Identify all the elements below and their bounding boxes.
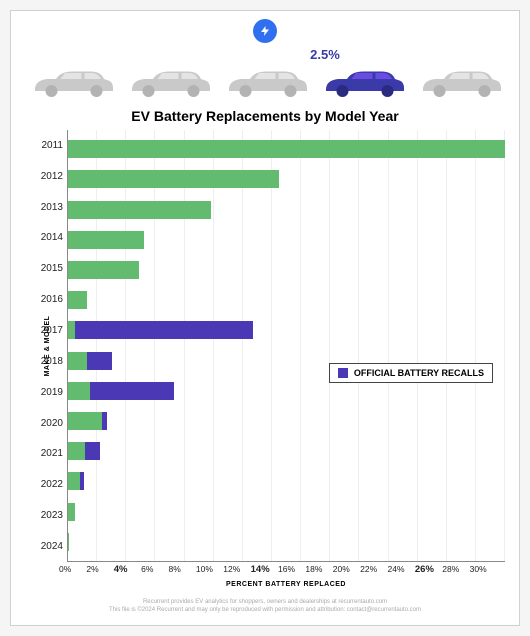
bar-segment-green <box>68 140 505 158</box>
x-tick: 6% <box>141 564 168 575</box>
car-icon <box>413 64 505 100</box>
bar-row <box>68 290 505 310</box>
bar-segment-purple <box>102 412 108 430</box>
footer: Recurrent provides EV analytics for shop… <box>25 598 505 615</box>
x-tick: 28% <box>442 564 469 575</box>
y-tick: 2019 <box>37 387 63 398</box>
callout-percent: 2.5% <box>145 47 505 62</box>
chart-title: EV Battery Replacements by Model Year <box>25 108 505 124</box>
footer-line-2: This file is ©2024 Recurrent and may onl… <box>25 606 505 614</box>
bar-segment-green <box>68 201 211 219</box>
x-tick: 0% <box>59 564 86 575</box>
bar-segment-purple <box>75 321 253 339</box>
legend: OFFICIAL BATTERY RECALLS <box>329 363 493 383</box>
y-tick: 2014 <box>37 232 63 243</box>
y-axis-ticks: 2011201220132014201520162017201820192020… <box>37 130 67 562</box>
bar-segment-purple <box>85 442 100 460</box>
bar-row <box>68 471 505 491</box>
bar-row <box>68 502 505 522</box>
bar-row <box>68 441 505 461</box>
bar-row <box>68 532 505 552</box>
bar-segment-green <box>68 321 75 339</box>
bar-row <box>68 169 505 189</box>
chart: MAKE & MODEL 2011 2012 2013 2014 2015 2016 201… <box>25 130 505 562</box>
x-tick: 4% <box>114 564 141 575</box>
x-tick: 18% <box>305 564 332 575</box>
bar-row <box>68 411 505 431</box>
y-tick: 2021 <box>37 448 63 459</box>
bar-row <box>68 139 505 159</box>
bar-segment-green <box>68 442 85 460</box>
bar-row <box>68 260 505 280</box>
cars-row <box>25 64 505 102</box>
x-axis-ticks: 0%2%4%6%8%10%12%14%16%18%20%22%24%26%28%… <box>67 564 505 575</box>
x-tick: 10% <box>196 564 223 575</box>
x-tick: 22% <box>360 564 387 575</box>
plot-area: OFFICIAL BATTERY RECALLS <box>67 130 505 562</box>
bar-row <box>68 320 505 340</box>
footer-line-1: Recurrent provides EV analytics for shop… <box>25 598 505 606</box>
bar-row <box>68 381 505 401</box>
bar-row <box>68 230 505 250</box>
bar-segment-green <box>68 291 87 309</box>
x-tick: 26% <box>415 564 442 575</box>
bar-segment-green <box>68 261 139 279</box>
y-tick: 2015 <box>37 263 63 274</box>
x-tick: 24% <box>388 564 415 575</box>
x-tick: 16% <box>278 564 305 575</box>
lightning-icon <box>253 19 277 43</box>
y-tick: 2013 <box>37 202 63 213</box>
x-axis-label: PERCENT BATTERY REPLACED <box>67 581 505 588</box>
x-tick: 14% <box>251 564 278 575</box>
car-icon <box>122 64 214 100</box>
legend-label: OFFICIAL BATTERY RECALLS <box>354 368 484 378</box>
bar-segment-purple <box>87 352 112 370</box>
bar-segment-green <box>68 533 69 551</box>
bar-segment-purple <box>80 472 84 490</box>
bar-segment-green <box>68 170 279 188</box>
y-tick: 2022 <box>37 479 63 490</box>
car-icon-highlighted <box>316 64 408 100</box>
bar-row <box>68 200 505 220</box>
x-tick: 30% <box>470 564 497 575</box>
bar-segment-green <box>68 352 87 370</box>
x-tick: 8% <box>169 564 196 575</box>
bar-segment-green <box>68 472 80 490</box>
x-tick: 12% <box>223 564 250 575</box>
bars <box>68 130 505 561</box>
bar-segment-purple <box>90 382 174 400</box>
y-tick: 2012 <box>37 171 63 182</box>
chart-frame: 2.5% EV Battery Replacements by Model Ye… <box>10 10 520 626</box>
bar-segment-green <box>68 503 75 521</box>
y-tick: 2011 <box>37 140 63 151</box>
x-tick: 2% <box>86 564 113 575</box>
car-icon <box>219 64 311 100</box>
y-axis-label: MAKE & MODEL <box>44 316 51 377</box>
x-tick: 20% <box>333 564 360 575</box>
y-tick: 2024 <box>37 541 63 552</box>
y-tick: 2016 <box>37 294 63 305</box>
y-tick: 2020 <box>37 418 63 429</box>
legend-swatch <box>338 368 348 378</box>
bar-segment-green <box>68 231 144 249</box>
bar-segment-green <box>68 412 102 430</box>
car-icon <box>25 64 117 100</box>
y-tick: 2023 <box>37 510 63 521</box>
bar-segment-green <box>68 382 90 400</box>
